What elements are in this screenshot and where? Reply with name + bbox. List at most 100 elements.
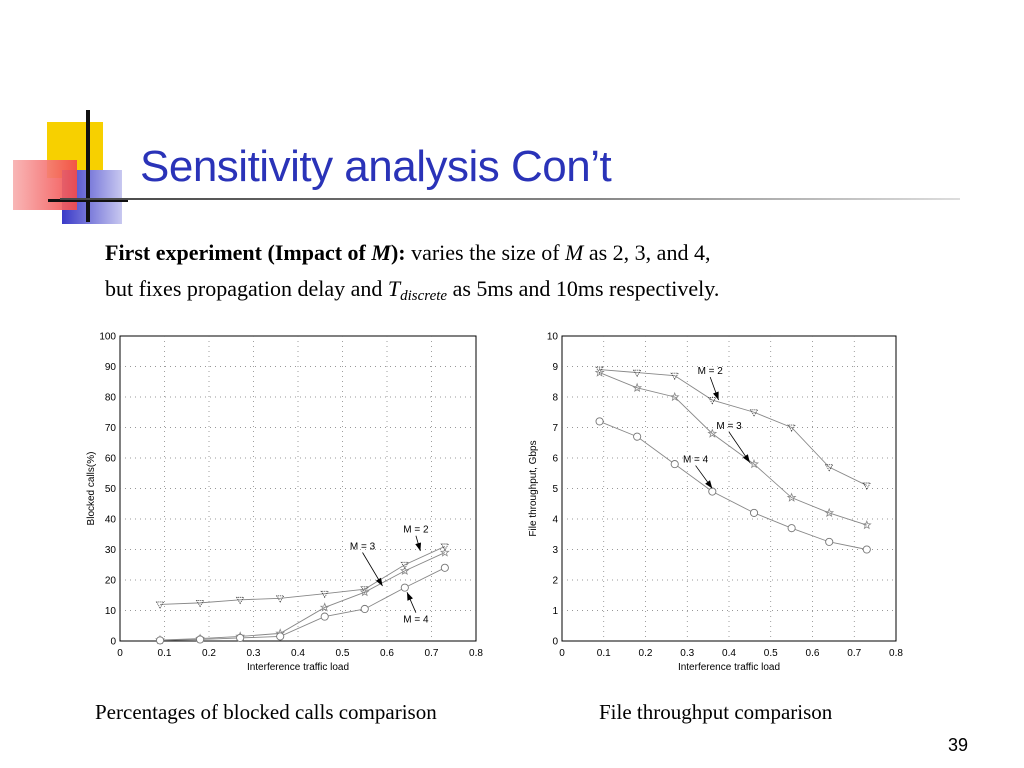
caption-right: File throughput comparison <box>599 700 833 724</box>
x-tick-label: 0.6 <box>380 648 394 659</box>
blocked-calls-chart: 0 0.1 0.2 0.3 0.4 0.5 0.6 0.7 0.8 0 10 20 30 40 50 60 70… <box>86 332 483 674</box>
y-tick-label: 1 <box>552 606 558 617</box>
data-point-circle <box>595 417 604 426</box>
y-tick-label: 6 <box>552 454 558 465</box>
body-text-2: as 2, 3, and 4, <box>583 240 711 265</box>
x-axis-label: Interference traffic load <box>247 662 349 673</box>
y-tick-label: 9 <box>552 362 558 373</box>
data-point-circle <box>787 524 796 533</box>
data-point-triangle <box>708 397 717 405</box>
bold-m: M <box>371 240 391 265</box>
bold-label-3: ): <box>390 240 406 265</box>
data-point-circle <box>400 583 409 592</box>
x-tick-label: 0.2 <box>639 648 653 659</box>
throughput-chart: 0 0.1 0.2 0.3 0.4 0.5 0.6 0.7 0.8 0 1 2 3 4 5 6 7 8 9 10 Int… <box>528 332 903 674</box>
annotation-label: M = 4 <box>403 615 429 626</box>
x-tick-label: 0.5 <box>764 648 778 659</box>
series-line <box>160 567 446 641</box>
data-point-star <box>399 565 410 576</box>
x-tick-label: 0.1 <box>158 648 172 659</box>
data-point-triangle <box>235 596 245 605</box>
x-tick-label: 0.7 <box>425 648 439 659</box>
y-axis-label: Blocked calls(%) <box>86 452 97 526</box>
series-line <box>599 420 867 550</box>
x-axis-label: Interference traffic load <box>678 662 780 673</box>
data-point-circle <box>825 537 834 546</box>
annotation-arrowhead <box>415 542 422 552</box>
x-tick-label: 0.2 <box>202 648 216 659</box>
y-tick-label: 90 <box>105 362 117 373</box>
x-tick-label: 0.8 <box>469 648 483 659</box>
data-point-star <box>439 547 450 557</box>
annotation-label: M = 3 <box>350 542 376 553</box>
x-tick-label: 0 <box>117 648 123 659</box>
logo-horizontal-bar <box>48 199 128 202</box>
y-tick-label: 60 <box>105 454 117 465</box>
title-divider <box>60 198 960 200</box>
y-axis-label: File throughput, Gbps <box>528 440 539 536</box>
data-point-triangle <box>275 595 285 603</box>
series-line <box>599 369 867 486</box>
body-text-1: varies the size of <box>405 240 566 265</box>
data-point-triangle <box>749 409 759 417</box>
data-point-star <box>786 492 797 502</box>
annotation-label: M = 2 <box>698 366 724 377</box>
data-point-triangle <box>787 424 796 432</box>
slide-title: Sensitivity analysis Con’t <box>140 142 612 191</box>
y-tick-label: 2 <box>552 576 558 587</box>
annotation-arrowhead <box>713 391 719 401</box>
y-tick-label: 50 <box>105 484 117 495</box>
data-point-triangle <box>320 590 329 599</box>
data-point-circle <box>633 432 642 441</box>
y-tick-label: 4 <box>552 515 558 526</box>
data-point-circle <box>320 612 329 621</box>
data-point-circle <box>276 632 285 641</box>
page-number: 39 <box>947 735 968 755</box>
data-point-circle <box>440 563 449 572</box>
y-tick-label: 30 <box>105 545 117 556</box>
x-tick-label: 0.7 <box>847 648 861 659</box>
data-point-triangle <box>400 561 410 570</box>
annotation-label: M = 4 <box>683 455 709 466</box>
x-tick-label: 0.4 <box>722 648 736 659</box>
logo-vertical-bar <box>86 110 90 222</box>
body-line-2: but fixes propagation delay and Tdiscret… <box>105 276 719 305</box>
data-point-star <box>594 367 605 377</box>
data-point-triangle <box>440 543 450 551</box>
data-point-star <box>319 602 330 612</box>
data-point-circle <box>670 460 679 469</box>
data-point-star <box>632 382 643 393</box>
data-point-circle <box>862 545 871 554</box>
annotation-label: M = 2 <box>403 525 429 536</box>
bold-label: First experiment <box>105 240 262 265</box>
body-line-1: First experiment (Impact of M): varies t… <box>105 240 710 266</box>
x-tick-label: 0.1 <box>597 648 611 659</box>
data-point-star <box>359 587 370 597</box>
annotation-label: M = 3 <box>716 421 742 432</box>
y-tick-label: 80 <box>105 393 117 404</box>
data-point-star <box>824 507 835 517</box>
series-line <box>160 552 446 641</box>
x-tick-label: 0 <box>559 648 565 659</box>
italic-m: M <box>565 240 584 265</box>
y-tick-label: 0 <box>552 637 558 648</box>
logo-decoration <box>0 0 140 230</box>
data-point-circle <box>156 636 165 645</box>
x-tick-label: 0.3 <box>680 648 694 659</box>
annotation-arrowhead <box>407 592 413 601</box>
data-point-triangle <box>824 464 834 472</box>
y-tick-label: 3 <box>552 545 558 556</box>
y-tick-label: 10 <box>105 606 117 617</box>
y-tick-label: 5 <box>552 484 558 495</box>
italic-t: T <box>387 276 401 301</box>
annotation-arrowhead <box>375 577 383 587</box>
data-point-circle <box>236 633 245 643</box>
x-tick-label: 0.8 <box>889 648 903 659</box>
data-point-star <box>749 458 759 469</box>
y-tick-label: 70 <box>105 423 117 434</box>
data-point-star <box>669 391 680 402</box>
data-point-triangle <box>632 369 642 377</box>
x-tick-label: 0.6 <box>806 648 820 659</box>
body-text-4: as 5ms and 10ms respectively. <box>447 276 720 301</box>
data-point-triangle <box>595 366 604 374</box>
